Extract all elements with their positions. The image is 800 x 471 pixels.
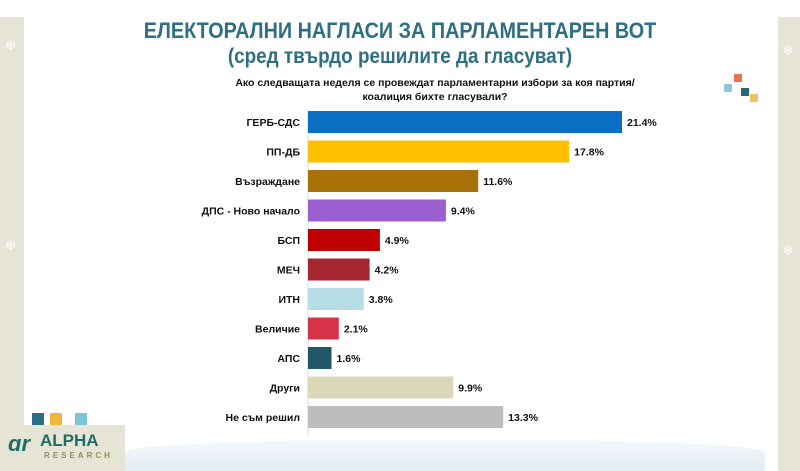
value-label: 13.3% — [508, 412, 538, 424]
value-label: 9.4% — [451, 206, 476, 218]
value-label: 17.8% — [574, 147, 604, 159]
bar — [308, 376, 454, 399]
bar — [308, 317, 339, 340]
gift-icon — [32, 413, 44, 425]
category-label: Величие — [255, 324, 300, 336]
bar — [308, 170, 479, 192]
left-decor-strip: ❄ ❄ — [0, 17, 24, 471]
category-label: Възраждане — [235, 176, 300, 188]
category-label: ПП-ДБ — [266, 147, 300, 159]
value-label: 11.6% — [483, 176, 513, 188]
logo-mark-icon: ɑr — [8, 431, 30, 456]
logo-name: ALPHA — [40, 431, 99, 450]
category-label: БСП — [277, 235, 300, 247]
bar — [308, 288, 364, 310]
logo-sub: RESEARCH — [44, 451, 113, 460]
category-label: АПС — [277, 353, 300, 365]
right-decor-strip: ❄ ❄ — [778, 17, 800, 471]
gift-icon — [75, 413, 87, 425]
category-label: ИТН — [278, 294, 300, 306]
bar — [308, 258, 370, 281]
value-label: 9.9% — [458, 383, 483, 395]
decor-square — [750, 94, 758, 102]
bar — [308, 111, 622, 133]
bar — [308, 229, 380, 251]
category-label: Не съм решил — [225, 412, 300, 424]
value-label: 1.6% — [336, 353, 361, 365]
bar — [308, 199, 446, 222]
chart-title: ЕЛЕКТОРАЛНИ НАГЛАСИ ЗА ПАРЛАМЕНТАРЕН ВОТ — [143, 18, 657, 43]
alpha-research-logo: ɑr ALPHA RESEARCH — [0, 425, 125, 471]
value-label: 3.8% — [369, 294, 394, 306]
value-label: 21.4% — [627, 117, 657, 129]
bar — [308, 406, 504, 428]
value-label: 4.2% — [375, 265, 400, 277]
category-label: ГЕРБ-СДС — [246, 117, 300, 129]
decor-square — [741, 88, 749, 96]
category-label: Други — [270, 383, 300, 395]
snow-drift — [125, 440, 765, 471]
gift-icon — [50, 413, 62, 425]
decor-square — [724, 84, 732, 92]
chart-subtitle: (сред твърдо решилите да гласуват) — [227, 45, 573, 68]
category-label: МЕЧ — [277, 265, 300, 277]
bar — [308, 140, 570, 163]
value-label: 2.1% — [344, 324, 369, 336]
value-label: 4.9% — [385, 235, 410, 247]
bar — [308, 347, 332, 369]
survey-question: Ако следващата неделя се провеждат парла… — [235, 77, 635, 103]
decor-square — [734, 74, 742, 82]
category-label: ДПС - Ново начало — [202, 206, 300, 218]
